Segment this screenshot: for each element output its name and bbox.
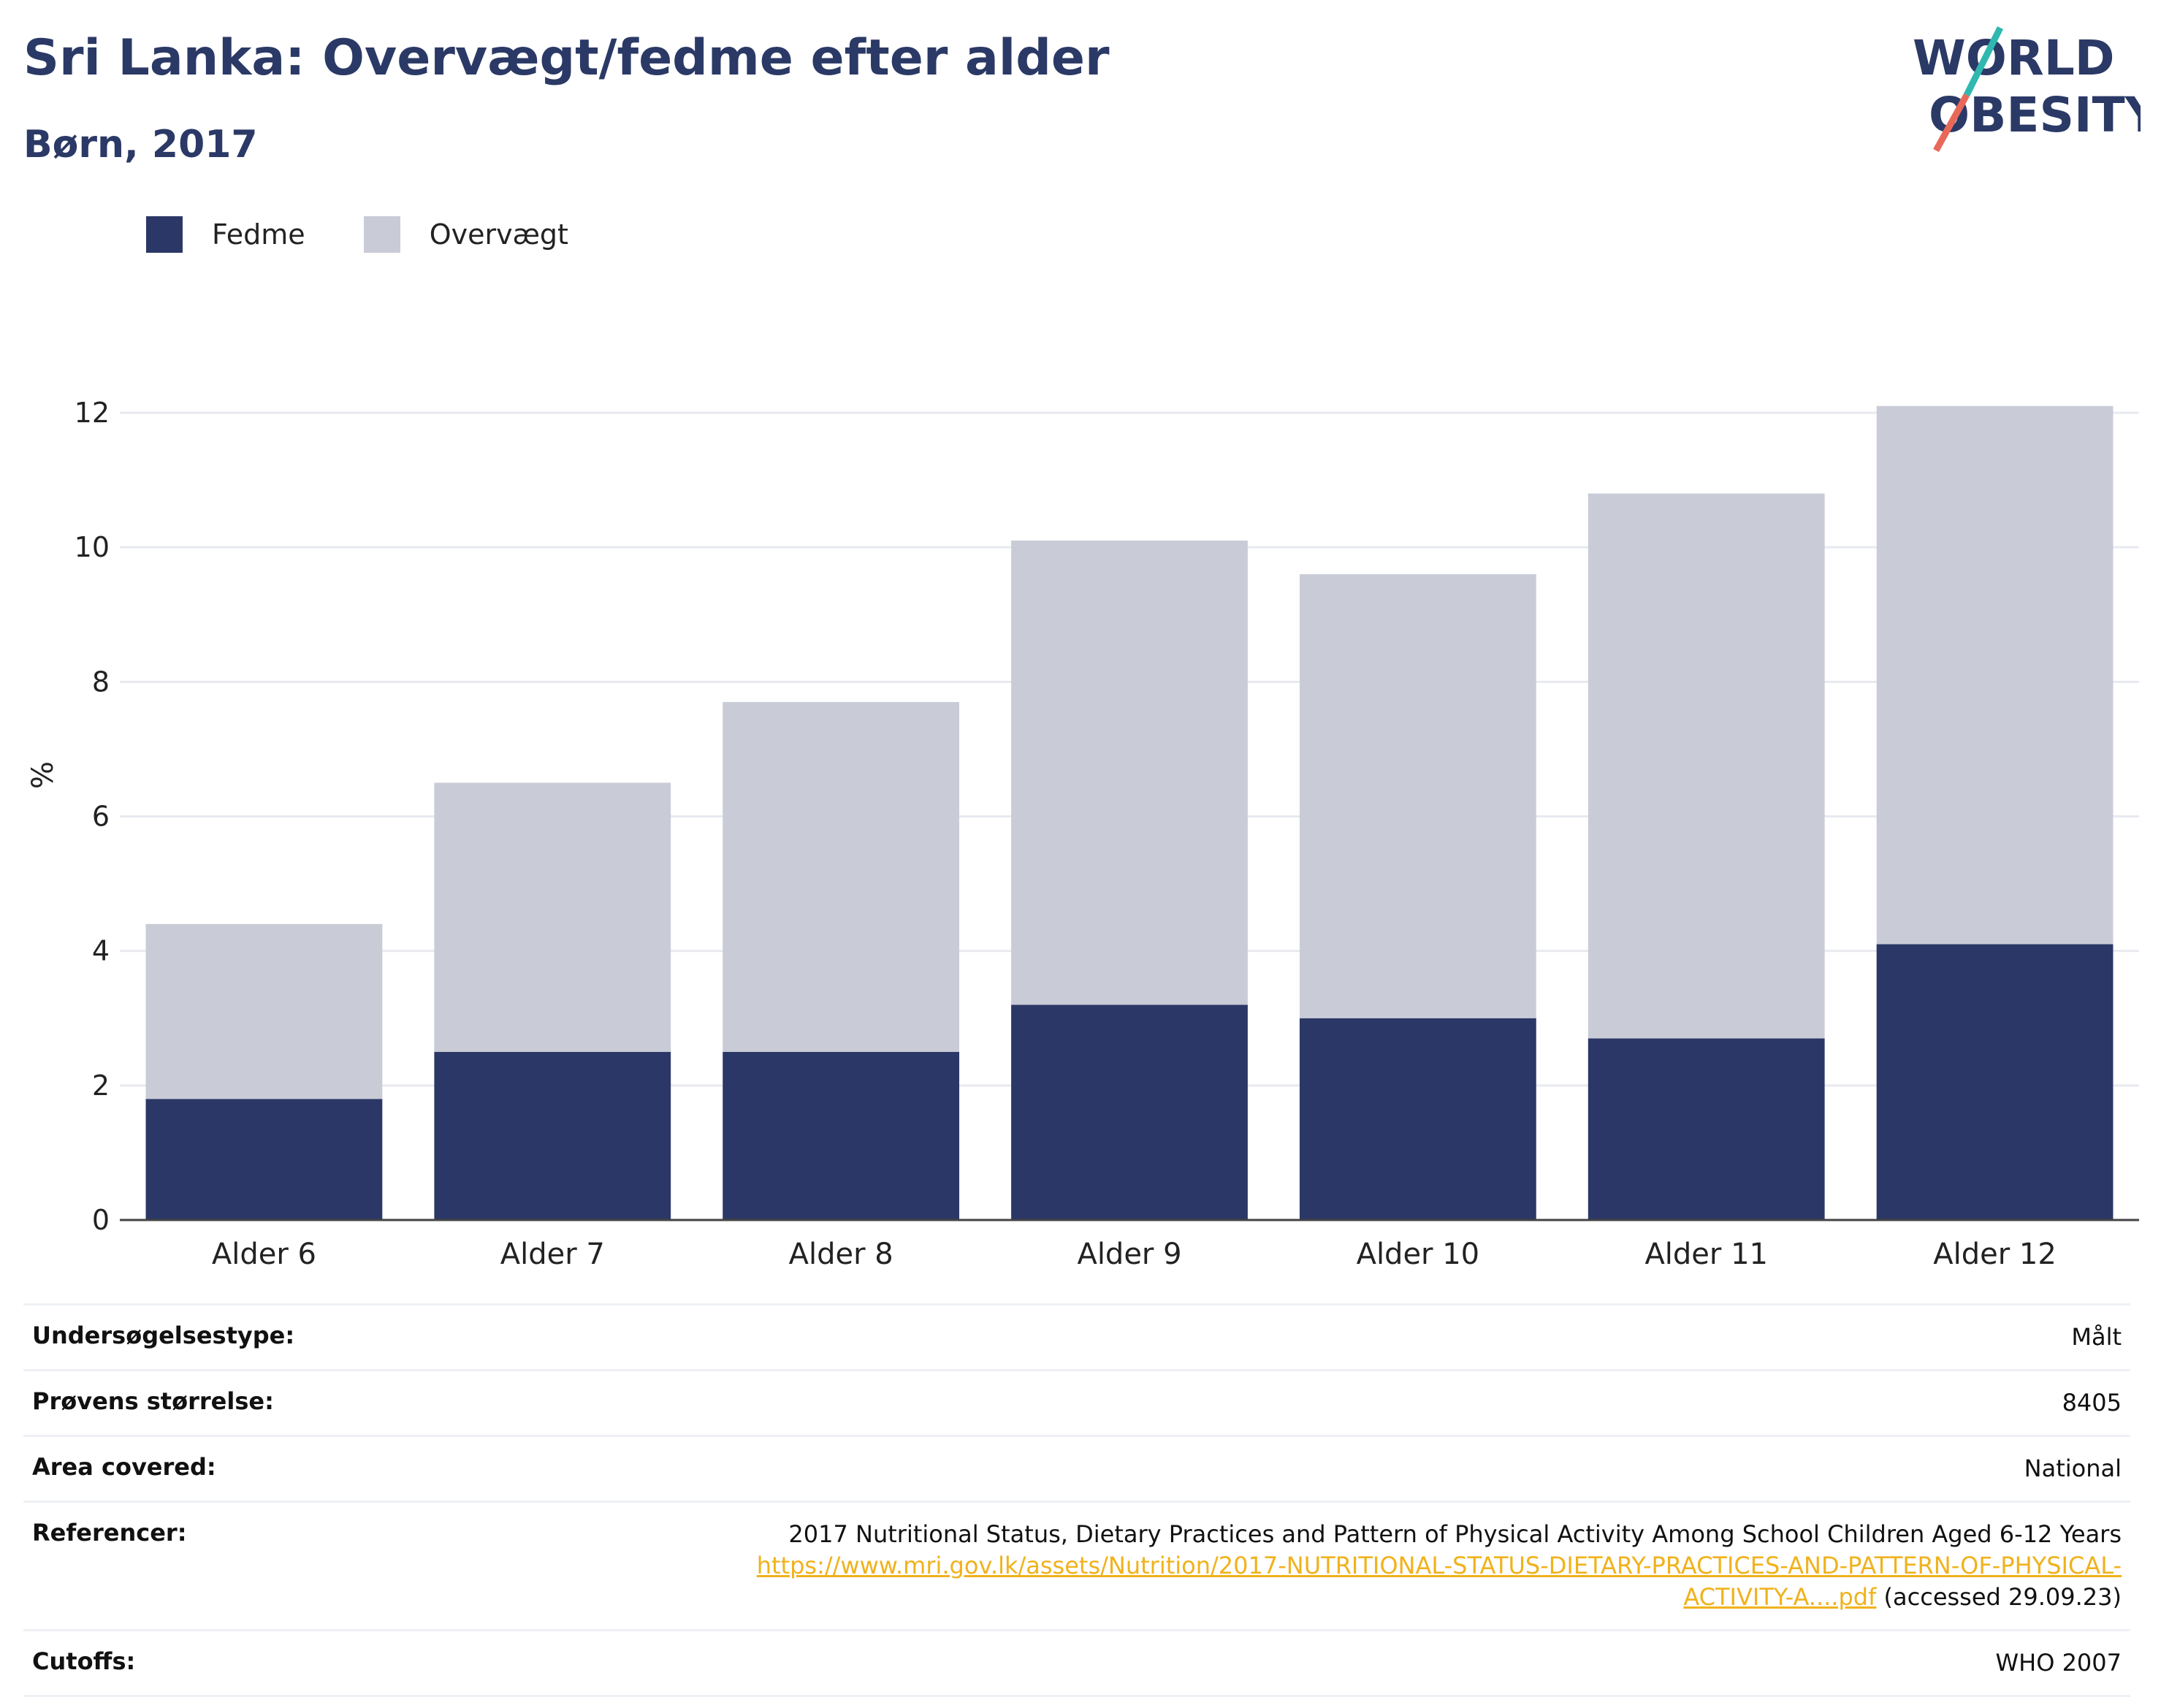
y-tick-label: 8: [92, 666, 110, 698]
survey-type-value: Målt: [2071, 1323, 2122, 1351]
bar-overvaegt: [434, 782, 671, 1052]
sample-size-label: Prøvens størrelse:: [32, 1387, 274, 1415]
info-row-area: Area covered: National: [23, 1435, 2130, 1501]
references-accessed: (accessed 29.09.23): [1883, 1583, 2122, 1611]
y-tick-label: 2: [92, 1070, 110, 1102]
legend-label-overvaegt: Overvægt: [429, 218, 568, 251]
x-tick-label: Alder 9: [1077, 1238, 1181, 1271]
area-label: Area covered:: [32, 1453, 216, 1481]
info-table: Undersøgelsestype: Målt Prøvens størrels…: [23, 1303, 2130, 1697]
bar-fedme: [723, 1051, 960, 1220]
info-row-references: Referencer: 2017 Nutritional Status, Die…: [23, 1501, 2130, 1629]
references-title: 2017 Nutritional Status, Dietary Practic…: [788, 1520, 2122, 1548]
logo-line-1: WORLD: [1913, 30, 2115, 86]
logo-slash-red: [1933, 93, 1970, 153]
cutoffs-label: Cutoffs:: [32, 1647, 136, 1675]
bar-overvaegt: [1876, 405, 2114, 945]
legend-item-overvaegt[interactable]: Overvægt: [363, 216, 568, 253]
references-label: Referencer:: [32, 1519, 187, 1547]
bar-overvaegt: [145, 923, 383, 1099]
chart-subtitle: Børn, 2017: [23, 123, 258, 167]
bar-overvaegt: [723, 701, 960, 1052]
bar-chart: 0 2 4 6 8 10 12 Alder 6 Alder 7 Alder 8 Alder 9 Ald…: [75, 397, 2139, 1271]
x-tick-label: Alder 11: [1644, 1238, 1768, 1271]
y-tick-label: 4: [92, 935, 110, 967]
legend: Fedme Overvægt: [146, 216, 627, 253]
references-link-part1: https://www.mri.gov.lk/assets/Nutrition/…: [756, 1552, 2122, 1579]
y-tick-label: 6: [92, 801, 110, 833]
legend-swatch-overvaegt: [363, 216, 400, 253]
x-tick-label: Alder 10: [1357, 1238, 1480, 1271]
bar-fedme: [145, 1099, 383, 1220]
info-row-survey-type: Undersøgelsestype: Målt: [23, 1303, 2130, 1369]
info-row-sample-size: Prøvens størrelse: 8405: [23, 1369, 2130, 1435]
bar-fedme: [1299, 1018, 1536, 1220]
bar-overvaegt: [1299, 574, 1536, 1018]
references-value: 2017 Nutritional Status, Dietary Practic…: [757, 1519, 2122, 1613]
chart-title: Sri Lanka: Overvægt/fedme efter alder: [23, 29, 1110, 87]
bar-fedme: [1011, 1004, 1248, 1220]
logo-line-2: OBESITY: [1929, 87, 2141, 143]
x-tick-label: Alder 7: [500, 1238, 605, 1271]
survey-type-label: Undersøgelsestype:: [32, 1322, 295, 1349]
y-tick-label: 0: [92, 1204, 110, 1236]
y-tick-label: 10: [75, 531, 110, 563]
y-tick-label: 12: [75, 397, 110, 429]
x-tick-label: Alder 8: [789, 1238, 893, 1271]
bar-fedme: [1588, 1038, 1825, 1220]
world-obesity-logo: WORLD OBESITY: [1913, 26, 2141, 153]
references-link[interactable]: https://www.mri.gov.lk/assets/Nutrition/…: [757, 1552, 2122, 1611]
sample-size-value: 8405: [2062, 1389, 2122, 1417]
references-link-part2: ACTIVITY-A....pdf: [1683, 1583, 1877, 1611]
bar-fedme: [1876, 944, 2114, 1220]
logo-slash-teal: [1963, 26, 2004, 97]
bar-fedme: [434, 1051, 671, 1220]
legend-swatch-fedme: [146, 216, 183, 253]
x-tick-label: Alder 6: [212, 1238, 316, 1271]
bar-overvaegt: [1588, 493, 1825, 1039]
x-tick-label: Alder 12: [1933, 1238, 2057, 1271]
area-value: National: [2024, 1455, 2122, 1482]
bar-overvaegt: [1011, 540, 1248, 1005]
legend-label-fedme: Fedme: [212, 218, 305, 251]
info-row-cutoffs: Cutoffs: WHO 2007: [23, 1629, 2130, 1697]
legend-item-fedme[interactable]: Fedme: [146, 216, 305, 253]
cutoffs-value: WHO 2007: [1995, 1649, 2122, 1677]
